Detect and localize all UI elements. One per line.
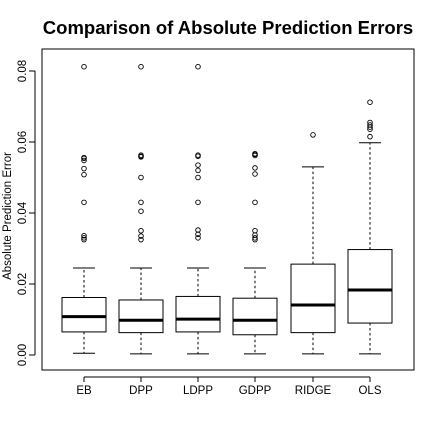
x-tick-label-ridge: RIDGE <box>295 385 332 397</box>
outlier-ols-3 <box>367 124 373 130</box>
outlier-ols-0 <box>367 99 373 105</box>
outlier-dpp-9 <box>138 236 144 243</box>
outlier-dpp-8 <box>138 233 144 239</box>
box-eb <box>61 63 107 354</box>
outlier-ols-5 <box>367 133 373 140</box>
outlier-eb-3 <box>81 157 87 164</box>
outlier-eb-9 <box>81 236 87 243</box>
y-axis-label: Absolute Prediction Error <box>2 152 14 280</box>
box-series <box>61 63 393 355</box>
outlier-dpp-4 <box>138 174 144 181</box>
plot-area-frame <box>41 48 415 371</box>
outlier-ldpp-3 <box>195 162 201 168</box>
chart-title: Comparison of Absolute Prediction Errors <box>43 17 413 38</box>
outlier-dpp-7 <box>138 227 144 234</box>
y-tick-label-4: 0.08 <box>17 60 29 82</box>
box-ols <box>347 99 393 355</box>
outlier-ldpp-0 <box>195 63 201 70</box>
y-tick-label-3: 0.06 <box>17 131 29 153</box>
iqr-box-ridge <box>290 263 336 334</box>
box-dpp <box>118 63 164 355</box>
outlier-ridge-0 <box>310 132 316 138</box>
outlier-gdpp-9 <box>252 236 258 243</box>
iqr-box-dpp <box>118 299 164 334</box>
x-tick-label-dpp: DPP <box>129 385 153 397</box>
x-tick-label-gdpp: GDPP <box>239 385 272 397</box>
outlier-gdpp-2 <box>252 152 258 159</box>
outlier-ldpp-5 <box>195 174 201 181</box>
y-tick-label-0: 0.00 <box>17 344 29 366</box>
box-gdpp <box>232 150 278 355</box>
outlier-eb-7 <box>81 232 87 239</box>
outlier-gdpp-4 <box>252 171 258 177</box>
outlier-ols-4 <box>367 126 373 132</box>
x-tick-label-ols: OLS <box>358 385 381 397</box>
outlier-gdpp-5 <box>252 199 258 206</box>
y-tick-label-1: 0.02 <box>17 273 29 295</box>
outlier-dpp-6 <box>138 208 144 214</box>
y-tick-label-2: 0.04 <box>17 201 29 224</box>
x-tick-label-eb: EB <box>76 385 92 397</box>
iqr-box-eb <box>61 296 107 333</box>
box-ridge <box>290 132 336 355</box>
outlier-gdpp-3 <box>252 165 258 171</box>
outlier-ldpp-9 <box>195 235 201 241</box>
x-axis: EB DPP LDPP GDPP RIDGE OLS <box>76 376 382 397</box>
y-axis: 0.00 0.02 0.04 0.06 0.08 <box>17 60 36 366</box>
x-tick-label-ldpp: LDPP <box>183 385 213 397</box>
outlier-ldpp-2 <box>195 153 201 159</box>
outlier-dpp-3 <box>138 154 144 160</box>
outlier-dpp-0 <box>138 63 144 70</box>
outlier-eb-0 <box>81 63 87 70</box>
outlier-eb-8 <box>81 235 87 241</box>
outlier-eb-2 <box>81 155 87 162</box>
box-ldpp <box>175 63 221 355</box>
outlier-ldpp-6 <box>195 199 201 206</box>
outlier-eb-6 <box>81 199 87 206</box>
iqr-box-ldpp <box>175 295 221 333</box>
outlier-dpp-5 <box>138 199 144 206</box>
iqr-box-gdpp <box>232 297 278 336</box>
iqr-box-ols <box>347 249 393 324</box>
outlier-eb-5 <box>81 171 87 178</box>
outlier-ldpp-4 <box>195 167 201 174</box>
outlier-eb-4 <box>81 165 87 172</box>
outlier-gdpp-8 <box>252 235 258 241</box>
outlier-ldpp-8 <box>195 231 201 238</box>
